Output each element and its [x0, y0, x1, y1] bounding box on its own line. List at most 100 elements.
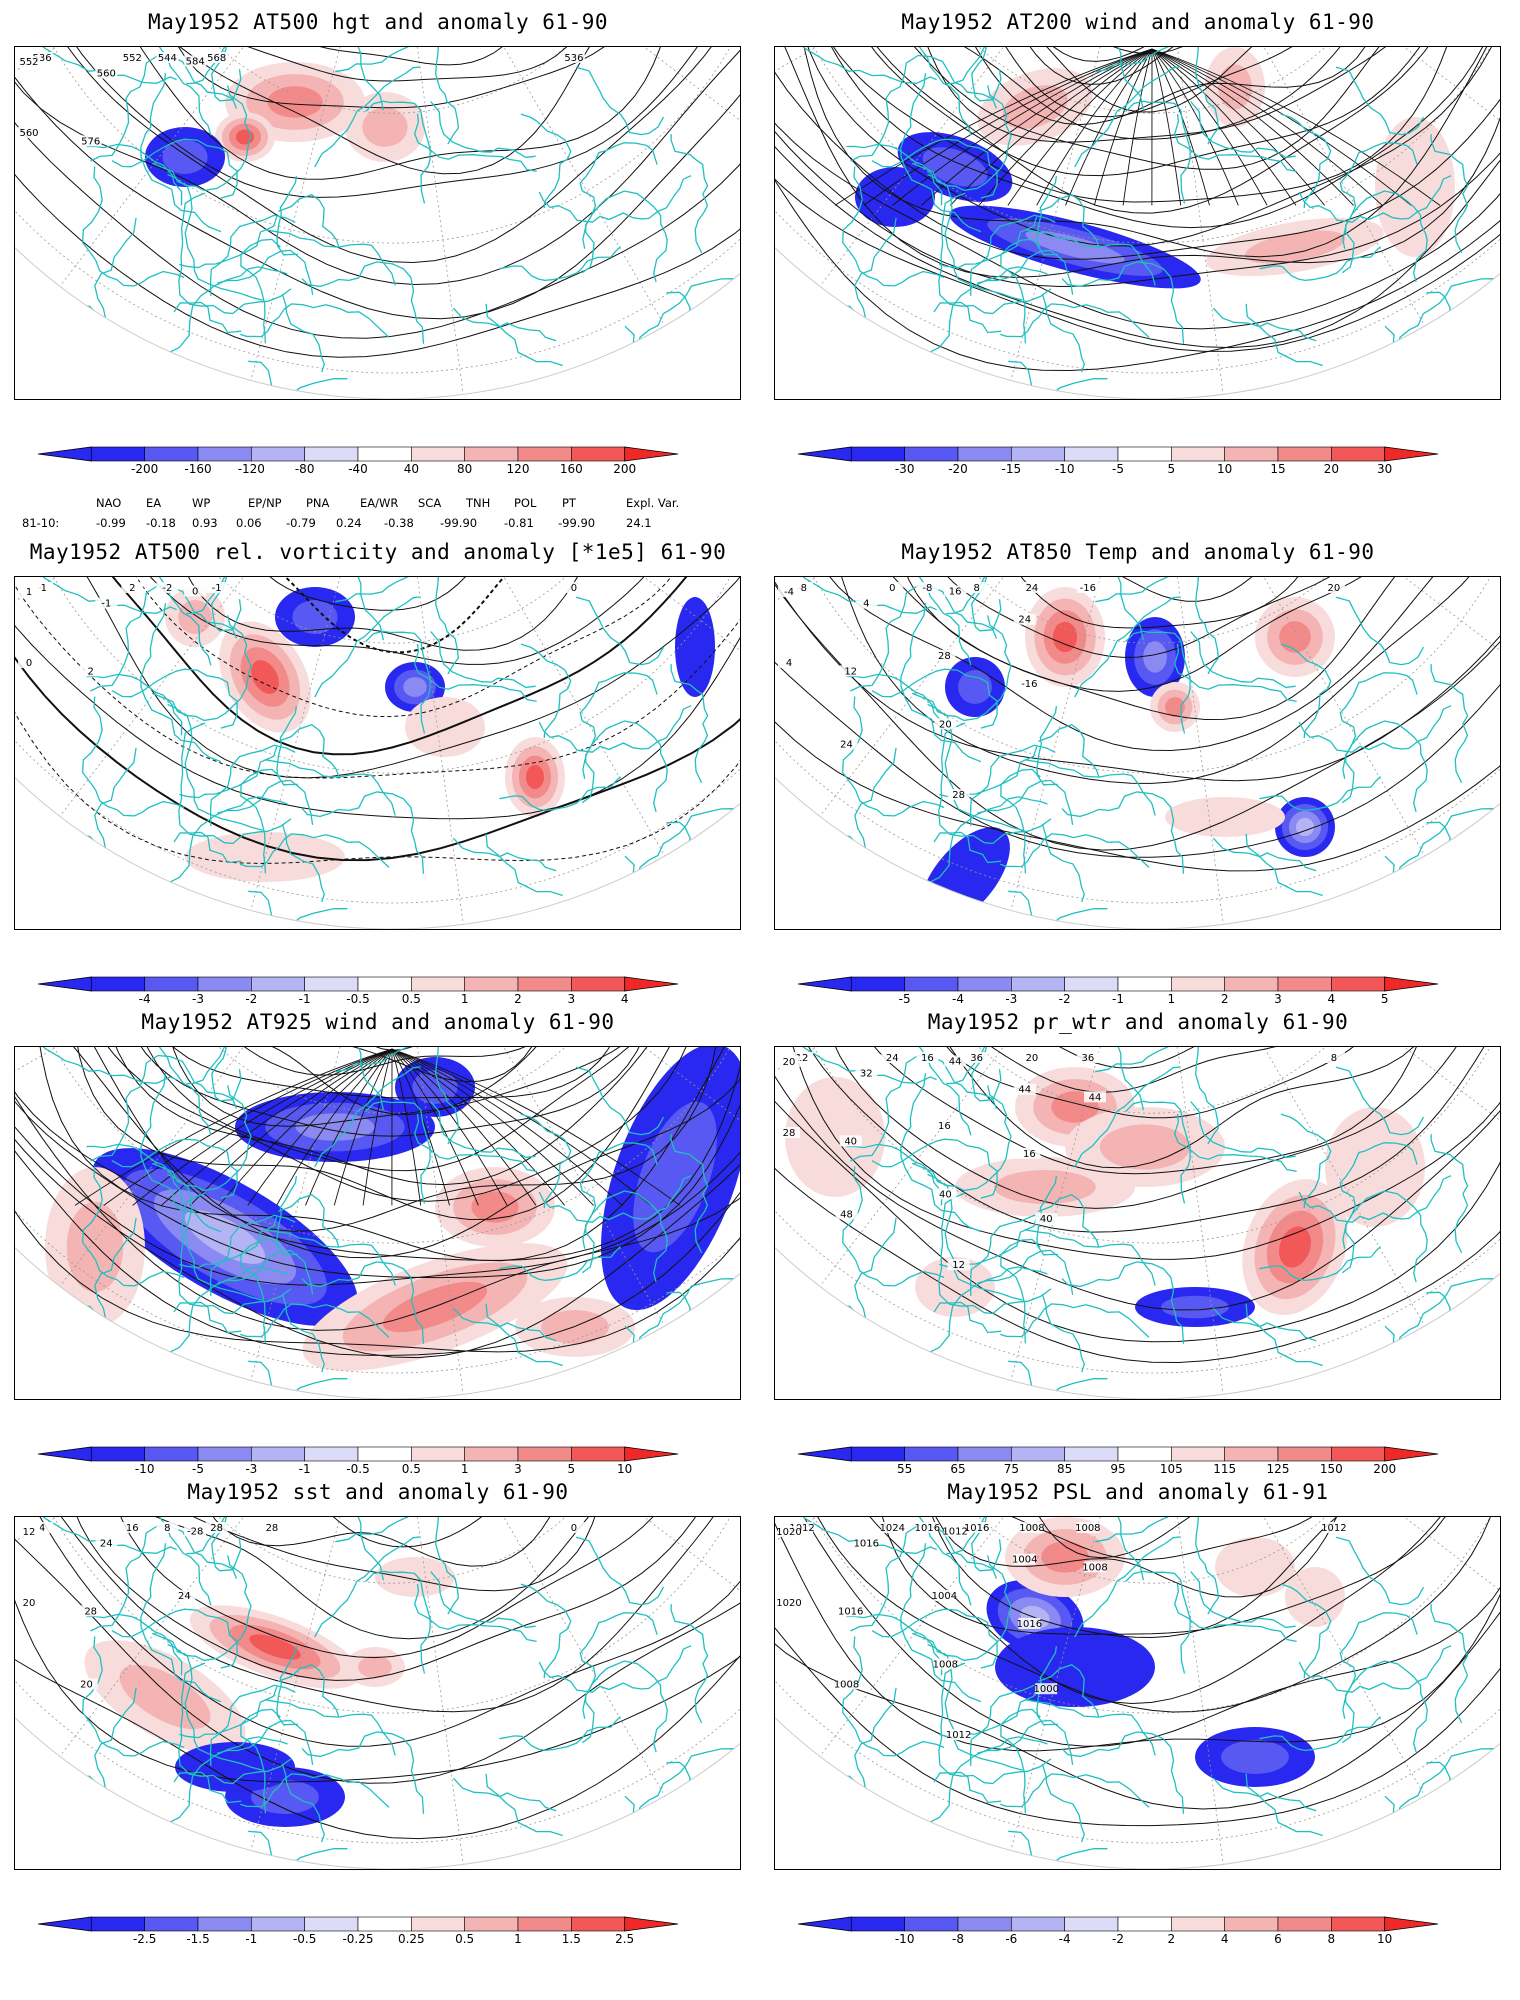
contour-line — [79, 1517, 732, 1659]
colorbar-tick-label: 3 — [567, 992, 576, 1006]
coastline — [209, 744, 296, 826]
colorbar-tick-label: 0.5 — [401, 1462, 421, 1476]
streamline — [247, 1048, 393, 1206]
positive-anomaly-region — [267, 86, 323, 118]
contour-label: 1016 — [838, 1606, 863, 1617]
coastline — [933, 1771, 1002, 1804]
coastline — [335, 47, 431, 73]
coastline — [499, 1716, 621, 1752]
coastline — [1430, 664, 1469, 784]
coastline — [1041, 293, 1085, 373]
streamline — [1007, 48, 1153, 206]
contour-label-bg — [1018, 1147, 1041, 1159]
contour-label-bg — [1018, 677, 1041, 689]
contour-label-bg — [934, 1658, 957, 1670]
coastline — [452, 837, 557, 872]
panel-temp850: May1952 AT850 Temp and anomaly 61-90 20 -8… — [774, 530, 1502, 1020]
coastline — [264, 1699, 396, 1756]
coastline — [1024, 1229, 1156, 1286]
coastline — [850, 584, 998, 692]
contour-line — [810, 577, 1480, 721]
streamline — [391, 1048, 594, 1206]
contour-line — [775, 1517, 1500, 1752]
colorbar — [798, 1916, 1439, 1932]
coastline — [414, 113, 537, 173]
colorbar-segment — [904, 446, 959, 462]
colorbar-tick-label: 3 — [1274, 992, 1282, 1006]
coastline — [1365, 325, 1404, 399]
coastline — [969, 1214, 1056, 1296]
coastline — [217, 249, 314, 295]
contour-label-bg — [184, 55, 207, 67]
coastline — [281, 823, 325, 903]
map-plot: 8 12 16 20 24 28 32 36 40 44 48 16 20 40 44 12 16 36 40 44 — [775, 1047, 1500, 1399]
coastline — [140, 73, 222, 233]
coastline — [499, 776, 621, 812]
colorbar-segment — [1331, 1446, 1385, 1462]
coastline — [140, 1073, 222, 1233]
coastline — [335, 577, 431, 603]
coastline — [1212, 1307, 1317, 1342]
streamline — [15, 1047, 740, 1232]
colorbar-segment — [1064, 976, 1119, 992]
coastline — [278, 193, 340, 247]
coastline — [301, 261, 425, 344]
domain-boundary — [15, 777, 740, 929]
contour-line — [158, 1517, 637, 1567]
contour-line — [15, 577, 740, 779]
contour-label: 28 — [938, 651, 951, 662]
latitude-gridline — [15, 1047, 740, 1374]
latitude-gridline — [15, 47, 740, 374]
coastline — [605, 855, 644, 929]
colorbar-segment — [517, 1446, 572, 1462]
streamline — [74, 1048, 393, 1206]
coastline — [499, 246, 621, 282]
positive-anomaly-region — [1244, 230, 1346, 264]
contour-line — [15, 47, 740, 339]
coastline — [1125, 1570, 1191, 1674]
contour-line — [15, 1517, 740, 1713]
colorbar-segment — [1011, 446, 1065, 462]
coastline — [178, 722, 292, 845]
streamline — [1151, 48, 1268, 206]
contour-label-bg — [156, 52, 179, 63]
colorbar-segment — [571, 976, 625, 992]
contour-label-bg — [1083, 1561, 1106, 1573]
coastline — [520, 1583, 572, 1679]
colorbar-max-arrow — [624, 1446, 679, 1462]
contour-label-bg — [173, 1589, 196, 1601]
contour-label: -1 — [37, 583, 47, 594]
coastline — [430, 1101, 536, 1159]
streamline — [775, 47, 1500, 258]
index-name: POL — [514, 496, 537, 510]
coastline — [1212, 1777, 1317, 1812]
contour-label: 12 — [952, 1260, 965, 1271]
colorbar-tick-label: -0.5 — [346, 1462, 370, 1476]
longitude-gridline — [1151, 1047, 1224, 1395]
colorbar-segment — [411, 446, 465, 462]
coastline — [1112, 577, 1145, 641]
contour-label-bg — [1322, 1052, 1345, 1063]
streamline — [1151, 48, 1354, 206]
coastline — [276, 176, 298, 256]
coastline — [927, 1555, 1012, 1662]
coastline — [1041, 1763, 1085, 1843]
colorbar-tick-label: -3 — [1005, 992, 1018, 1006]
latitude-gridline — [15, 1047, 740, 1244]
coastline — [173, 301, 242, 334]
map-frame — [14, 1046, 741, 1400]
streamline — [892, 48, 1153, 206]
coastline — [314, 596, 421, 698]
streamline — [1093, 48, 1153, 206]
coastline — [278, 1193, 340, 1247]
contour-label: 0 — [571, 583, 577, 594]
streamline — [859, 47, 1450, 143]
streamline — [775, 47, 1500, 352]
contour-label-bg — [205, 582, 228, 593]
streamline — [15, 1047, 740, 1331]
teleconnection-index-table: NAO EA WP EP/NP PNA EA/WR SCA TNH POL PT Expl. Var… — [0, 492, 760, 532]
panel-wind925: May1952 AT925 wind and anomaly 61-90 -10 -… — [14, 1000, 742, 1490]
contour-label: -1 — [101, 599, 111, 610]
coastline — [86, 143, 183, 206]
contour-label: 8 — [1331, 1053, 1337, 1064]
